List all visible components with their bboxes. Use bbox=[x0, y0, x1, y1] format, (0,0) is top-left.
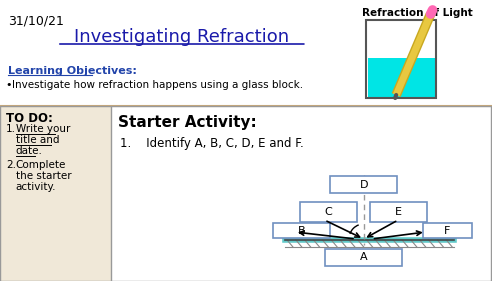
Text: Write your: Write your bbox=[16, 124, 70, 134]
Text: 31/10/21: 31/10/21 bbox=[8, 14, 64, 27]
Text: Investigate how refraction happens using a glass block.: Investigate how refraction happens using… bbox=[12, 80, 303, 90]
Text: 2.: 2. bbox=[6, 160, 16, 170]
Text: title and: title and bbox=[16, 135, 59, 145]
Text: 1.: 1. bbox=[6, 124, 16, 134]
Text: E: E bbox=[394, 207, 402, 217]
Bar bbox=[300, 202, 357, 222]
Bar bbox=[370, 202, 426, 222]
Text: Complete: Complete bbox=[16, 160, 66, 170]
Text: 1.    Identify A, B, C, D, E and F.: 1. Identify A, B, C, D, E and F. bbox=[120, 137, 304, 150]
Text: Learning Objectives:: Learning Objectives: bbox=[8, 66, 136, 76]
Text: activity.: activity. bbox=[16, 182, 56, 192]
Bar bbox=[422, 223, 472, 238]
Text: D: D bbox=[360, 180, 368, 190]
Text: A: A bbox=[360, 252, 368, 262]
Text: date.: date. bbox=[16, 146, 42, 156]
Text: TO DO:: TO DO: bbox=[6, 112, 53, 125]
Bar bbox=[330, 176, 397, 193]
Bar bbox=[366, 20, 436, 98]
Text: the starter: the starter bbox=[16, 171, 72, 181]
Text: F: F bbox=[444, 226, 450, 236]
Text: •: • bbox=[5, 80, 12, 90]
Bar bbox=[326, 249, 402, 266]
Text: Refraction of Light: Refraction of Light bbox=[362, 8, 472, 18]
Bar bbox=[274, 223, 330, 238]
Text: Starter Activity:: Starter Activity: bbox=[118, 115, 256, 130]
Text: Investigating Refraction: Investigating Refraction bbox=[74, 28, 290, 46]
Bar bbox=[0, 105, 111, 281]
Bar bbox=[368, 58, 434, 98]
Text: B: B bbox=[298, 226, 306, 236]
Bar bbox=[0, 106, 490, 281]
Text: C: C bbox=[324, 207, 332, 217]
Bar bbox=[111, 105, 492, 281]
